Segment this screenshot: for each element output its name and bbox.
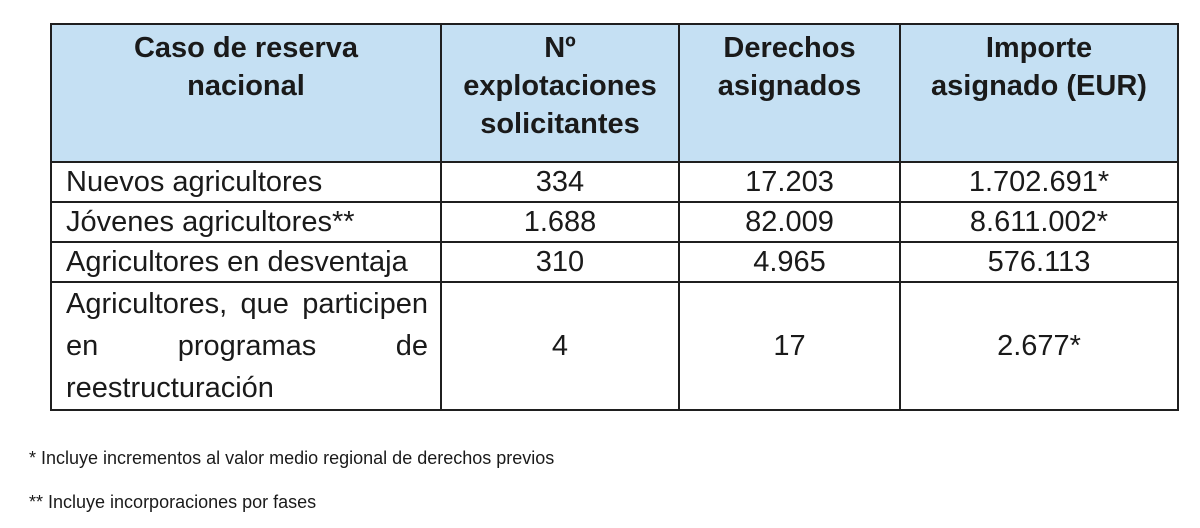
reserve-table: Caso de reserva nacional Nº explotacione…	[50, 23, 1179, 411]
table-body: Nuevos agricultores 334 17.203 1.702.691…	[50, 161, 1179, 411]
cell-case: Agricultores en desventaja	[50, 241, 442, 283]
cell-amount: 576.113	[899, 241, 1179, 283]
header-amount: Importe asignado (EUR)	[899, 23, 1179, 163]
cell-rights: 17	[678, 281, 901, 411]
header-case: Caso de reserva nacional	[50, 23, 442, 163]
table-header: Caso de reserva nacional Nº explotacione…	[50, 23, 1179, 163]
cell-farms: 1.688	[440, 201, 680, 243]
cell-case: Jóvenes agricultores**	[50, 201, 442, 243]
footnote-increments: * Incluye incrementos al valor medio reg…	[29, 448, 555, 468]
cell-rights: 17.203	[678, 161, 901, 203]
cell-amount: 1.702.691*	[899, 161, 1179, 203]
cell-farms: 310	[440, 241, 680, 283]
header-farms: Nº explotaciones solicitantes	[440, 23, 680, 163]
cell-rights: 4.965	[678, 241, 901, 283]
table-row: Nuevos agricultores 334 17.203 1.702.691…	[50, 161, 1179, 203]
cell-case: Nuevos agricultores	[50, 161, 442, 203]
header-rights: Derechos asignados	[678, 23, 901, 163]
cell-rights: 82.009	[678, 201, 901, 243]
cell-farms: 334	[440, 161, 680, 203]
table-row: Agricultores, que participen en programa…	[50, 281, 1179, 411]
cell-amount: 8.611.002*	[899, 201, 1179, 243]
cell-amount: 2.677*	[899, 281, 1179, 411]
cell-farms: 4	[440, 281, 680, 411]
table-row: Jóvenes agricultores** 1.688 82.009 8.61…	[50, 201, 1179, 243]
footnote-phases: ** Incluye incorporaciones por fases	[29, 492, 317, 512]
cell-case: Agricultores, que participen en programa…	[50, 281, 442, 411]
table-row: Agricultores en desventaja 310 4.965 576…	[50, 241, 1179, 283]
header-row: Caso de reserva nacional Nº explotacione…	[50, 23, 1179, 163]
